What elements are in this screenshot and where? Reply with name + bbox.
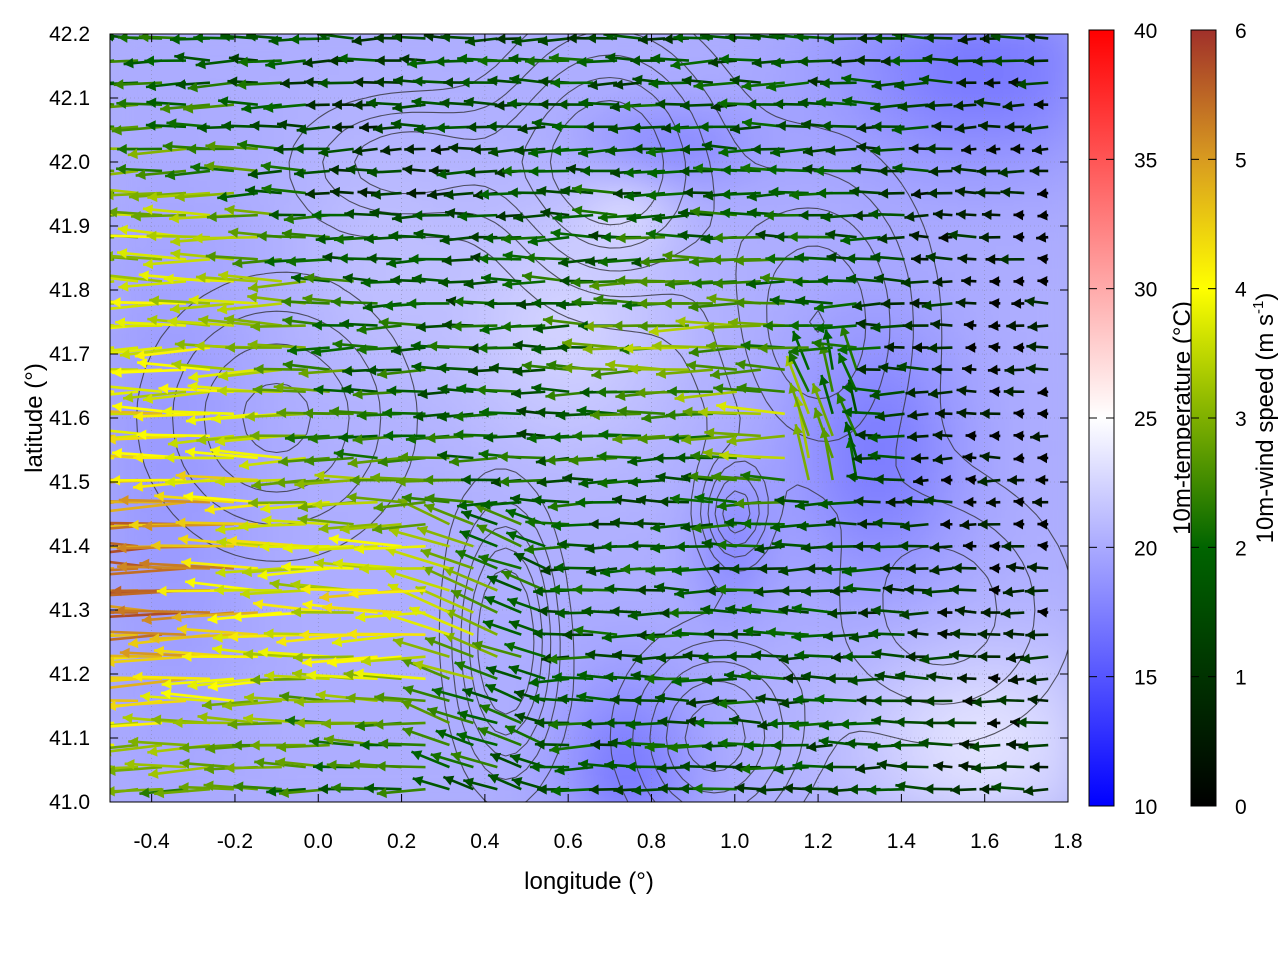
- wind-vector: [67, 187, 115, 198]
- wind-vector: [55, 756, 115, 769]
- wind-vector-head: [43, 568, 53, 579]
- wind-vector-shaft: [136, 433, 210, 438]
- wind-vector-head: [69, 435, 79, 446]
- wind-vector-shaft: [110, 699, 139, 703]
- wind-vector-head: [13, 552, 23, 562]
- wind-vector-head: [67, 187, 77, 198]
- wind-vector-head: [86, 518, 96, 529]
- wind-vector-head: [62, 258, 72, 268]
- wind-vector: [35, 633, 115, 647]
- wind-vector-shaft: [110, 191, 115, 195]
- wind-vector-head: [14, 601, 24, 612]
- wind-vector-head: [35, 637, 45, 647]
- wind-vector-head: [85, 367, 95, 378]
- wind-vector-shaft: [110, 257, 115, 262]
- wind-vector: [25, 566, 115, 577]
- wind-vector-shaft: [110, 589, 115, 593]
- wind-vector-shaft: [110, 787, 115, 791]
- wind-vector-head: [68, 392, 78, 403]
- wind-vector-head: [92, 349, 102, 359]
- wind-vector-head: [89, 230, 99, 241]
- wind-vector-shaft: [347, 632, 426, 636]
- wind-vector: [24, 500, 115, 516]
- wind-vector: [110, 390, 115, 394]
- wind-vector-head: [47, 494, 57, 505]
- wind-vector-shaft: [110, 390, 115, 394]
- wind-vector-head: [48, 317, 58, 328]
- wind-vector-head: [15, 515, 25, 526]
- wind-vector-head: [100, 542, 110, 553]
- wind-vector-head: [66, 448, 76, 459]
- wind-vector-head: [80, 450, 90, 461]
- wind-vector-head: [84, 704, 94, 714]
- wind-vector-head: [81, 250, 91, 261]
- wind-vector-head: [110, 516, 111, 517]
- wind-vector-shaft: [110, 368, 115, 371]
- wind-vector-head: [110, 250, 114, 262]
- wind-vector-head: [76, 497, 86, 508]
- wind-vector-head: [31, 658, 41, 669]
- wind-vector: [62, 257, 115, 268]
- wind-vector-shaft: [110, 765, 115, 769]
- wind-vector-head: [75, 182, 85, 192]
- wind-vector-head: [77, 764, 87, 775]
- plot-area: [13, 33, 1069, 803]
- wind-vector-head: [41, 689, 51, 699]
- wind-vector-shaft: [110, 654, 163, 659]
- wind-vector-head: [54, 694, 64, 705]
- wind-vector-shaft: [215, 478, 282, 484]
- wind-vector-shaft: [110, 302, 115, 305]
- wind-vector-shaft: [110, 567, 115, 570]
- wind-vector-head: [93, 321, 103, 332]
- wind-vector-shaft: [110, 500, 115, 504]
- wind-vector-head: [33, 670, 43, 681]
- wind-vector-shaft: [150, 544, 234, 548]
- wind-vector-head: [93, 381, 103, 391]
- wind-vector-head: [67, 326, 77, 337]
- wind-vector-head: [110, 689, 111, 693]
- wind-vector-head: [23, 592, 33, 603]
- wind-vector: [15, 515, 115, 526]
- wind-vector-shaft: [110, 323, 115, 327]
- wind-vector-shaft: [300, 587, 378, 592]
- wind-vector-head: [94, 304, 104, 314]
- wind-vector-shaft: [110, 324, 163, 328]
- wind-vector-head: [76, 650, 86, 661]
- wind-vector: [41, 689, 115, 703]
- wind-vector-head: [54, 632, 64, 643]
- wind-vector-head: [89, 591, 99, 602]
- wind-vector-shaft: [110, 633, 115, 637]
- wind-vector-shaft: [110, 522, 115, 526]
- wind-vector-shaft: [110, 699, 115, 703]
- wind-vector-head: [93, 626, 103, 637]
- wind-vector-head: [48, 587, 58, 598]
- wind-vector-head: [92, 425, 102, 435]
- wind-vector-head: [24, 506, 34, 516]
- wind-vector-head: [25, 566, 35, 577]
- wind-vector-head: [66, 638, 76, 648]
- wind-vector-head: [110, 189, 114, 201]
- wind-vector-head: [55, 756, 65, 766]
- wind-vector-head: [110, 270, 111, 278]
- wind-vector-head: [90, 570, 100, 581]
- wind-vector: [48, 317, 115, 328]
- wind-vector-shaft: [110, 147, 115, 151]
- wind-vector-shaft: [281, 565, 354, 570]
- wind-vector-shaft: [192, 235, 258, 240]
- wind-vector-shaft: [110, 368, 139, 371]
